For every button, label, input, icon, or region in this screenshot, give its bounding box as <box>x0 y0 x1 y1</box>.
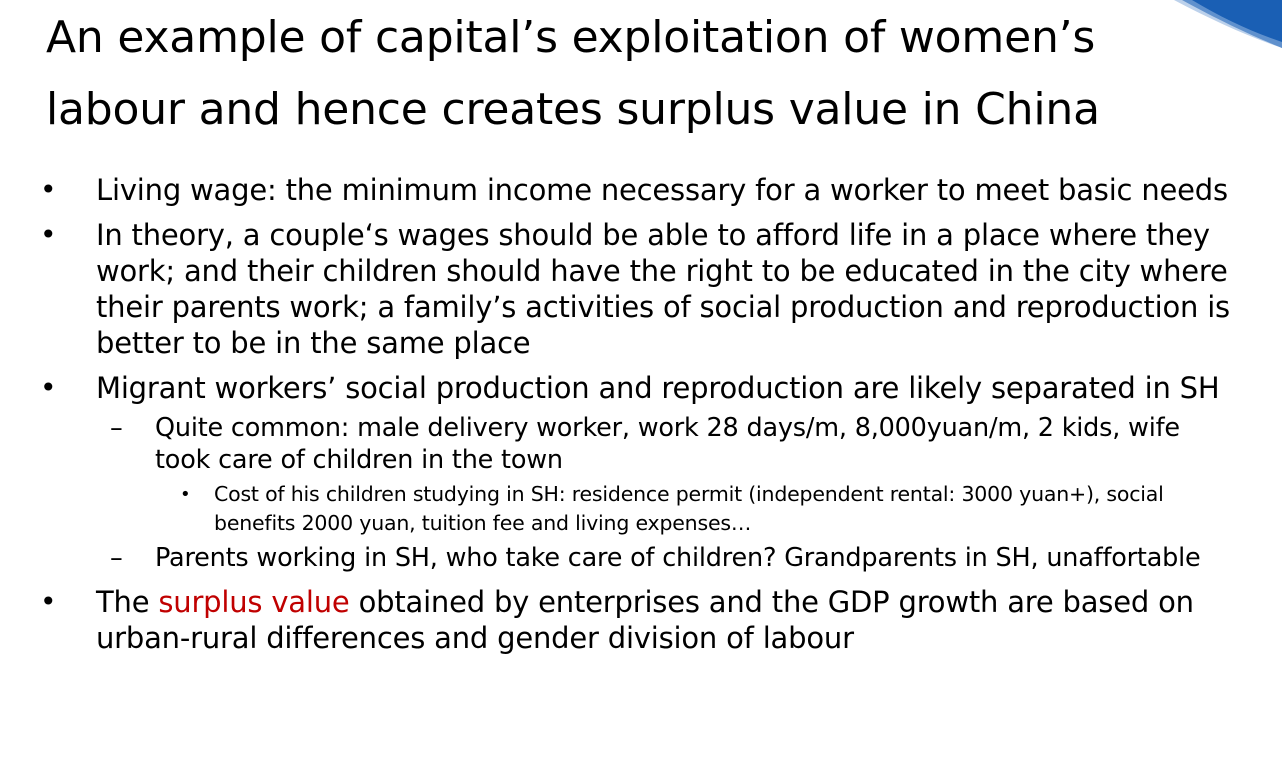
bullet-dot-icon: • <box>180 484 191 505</box>
bullet-text: In theory, a couple‘s wages should be ab… <box>96 218 1230 360</box>
corner-accent-shape <box>1174 0 1282 48</box>
bullet-dot-icon: • <box>40 218 57 251</box>
slide-title: An example of capital’s exploitation of … <box>46 12 1100 135</box>
bullet-list: • Living wage: the minimum income necess… <box>0 172 1282 665</box>
sub-bullet-text: Parents working in SH, who take care of … <box>155 543 1201 573</box>
bullet-item: • Migrant workers’ social production and… <box>0 370 1282 406</box>
sub-sub-bullet-text: Cost of his children studying in SH: res… <box>214 482 1164 535</box>
sub-bullet-item: – Parents working in SH, who take care o… <box>0 542 1282 574</box>
bullet-text-part: The <box>96 585 159 619</box>
dash-icon: – <box>110 413 123 443</box>
surplus-value-highlight: surplus value <box>158 585 350 619</box>
bullet-item: • The surplus value obtained by enterpri… <box>0 584 1282 656</box>
bullet-dot-icon: • <box>40 173 57 206</box>
bullet-item: • In theory, a couple‘s wages should be … <box>0 217 1282 361</box>
bullet-dot-icon: • <box>40 585 57 618</box>
sub-sub-bullet-item: • Cost of his children studying in SH: r… <box>0 480 1282 538</box>
sub-bullet-text: Quite common: male delivery worker, work… <box>155 413 1180 475</box>
bullet-text-part: obtained by enterprises and the GDP grow… <box>96 585 1194 655</box>
bullet-item: • Living wage: the minimum income necess… <box>0 172 1282 208</box>
bullet-text: Living wage: the minimum income necessar… <box>96 173 1228 207</box>
bullet-text: Migrant workers’ social production and r… <box>96 371 1220 405</box>
sub-bullet-item: – Quite common: male delivery worker, wo… <box>0 412 1282 476</box>
dash-icon: – <box>110 543 123 573</box>
bullet-dot-icon: • <box>40 371 57 404</box>
